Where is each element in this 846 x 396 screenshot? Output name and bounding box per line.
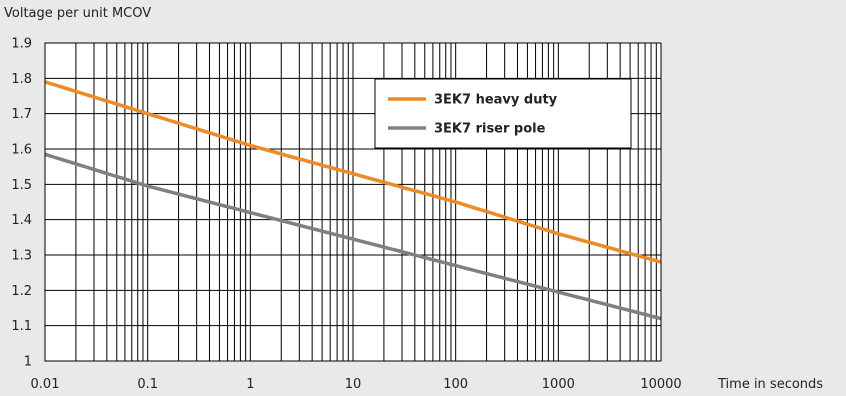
x-tick-label: 0.1 [137,377,158,392]
y-tick-label: 1.2 [11,284,32,299]
legend-label: 3EK7 riser pole [434,122,546,137]
y-tick-label: 1.1 [11,319,32,334]
series-line [44,80,662,264]
legend-box [374,78,632,149]
legend: 3EK7 heavy duty 3EK7 riser pole [374,78,632,149]
y-tick-label: 1.8 [11,72,32,87]
x-tick-label: 1000 [542,377,575,392]
x-tick-label: 10 [345,377,362,392]
x-axis-title: Time in seconds [717,377,823,392]
y-tick-label: 1 [24,355,32,370]
y-axis-title: Voltage per unit MCOV [4,6,151,21]
y-tick-labels: 1 1.1 1.2 1.3 1.4 1.5 1.6 1.7 1.8 1.9 [11,37,32,370]
plot-frame [44,42,662,362]
x-tick-label: 10000 [640,377,681,392]
y-tick-label: 1.4 [11,213,32,228]
y-tick-label: 1.9 [11,37,32,52]
legend-label: 3EK7 heavy duty [434,93,558,108]
y-tick-label: 1.3 [11,249,32,264]
series-layer [44,80,662,321]
y-tick-label: 1.5 [11,178,32,193]
x-tick-labels: 0.01 0.1 1 10 100 1000 10000 [31,377,682,392]
x-tick-label: 1 [246,377,254,392]
series-line [44,152,662,321]
y-tick-label: 1.7 [11,107,32,122]
x-tick-label: 100 [443,377,468,392]
y-tick-label: 1.6 [11,143,32,158]
x-tick-label: 0.01 [31,377,60,392]
